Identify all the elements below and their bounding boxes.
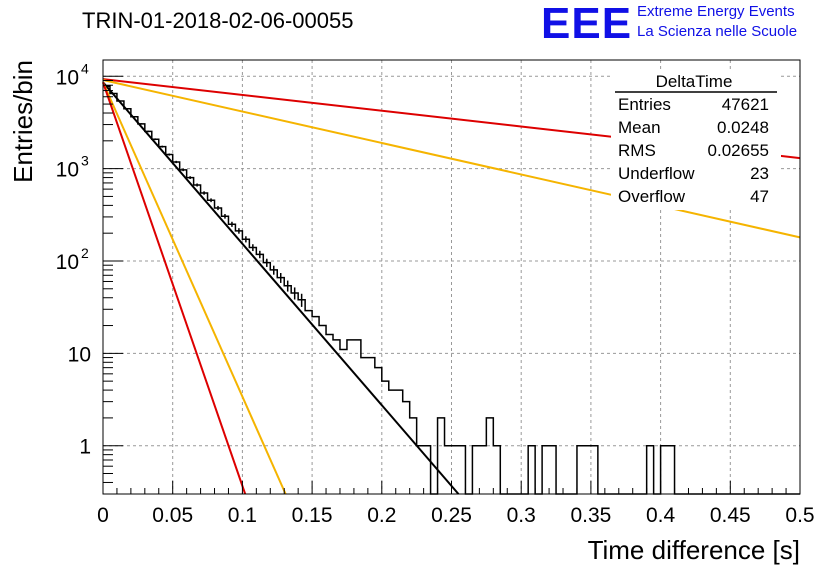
y-tick-label: 10 — [56, 66, 79, 89]
x-tick-label: 0 — [97, 504, 109, 527]
eee-logo: EEE — [541, 0, 633, 48]
y-tick-label: 10 — [56, 159, 79, 182]
stats-row-label: Mean — [618, 118, 661, 137]
x-tick-label: 0.5 — [785, 504, 814, 527]
stats-box-title: DeltaTime — [656, 72, 733, 91]
stats-row-value: 23 — [750, 164, 769, 183]
chart-title: TRIN-01-2018-02-06-00055 — [82, 8, 354, 33]
x-tick-label: 0.3 — [507, 504, 536, 527]
fit-line — [102, 81, 287, 495]
fit-line — [102, 81, 247, 495]
y-tick-label: 10 — [68, 343, 91, 366]
axis-ticks — [102, 75, 801, 495]
x-tick-label: 0.35 — [570, 504, 611, 527]
x-tick-label: 0.15 — [292, 504, 333, 527]
stats-row-value: 0.02655 — [708, 141, 769, 160]
stats-row-label: Underflow — [618, 164, 695, 183]
y-tick-label: 1 — [79, 436, 91, 459]
stats-box-background — [611, 70, 781, 210]
logo-caption-line2: La Scienza nelle Scuole — [637, 23, 798, 40]
x-tick-label: 0.45 — [710, 504, 751, 527]
y-axis-title: Entries/bin — [8, 60, 38, 183]
x-tick-label: 0.05 — [152, 504, 193, 527]
stats-row-value: 0.0248 — [717, 118, 769, 137]
x-tick-labels: 0 0.05 0.1 0.15 0.2 0.25 0.3 0.35 0.4 0.45 0.5 — [97, 504, 814, 527]
x-axis-title: Time difference [s] — [588, 535, 800, 565]
stats-row-label: RMS — [618, 141, 656, 160]
fit-line — [102, 81, 460, 495]
stats-row-label: Overflow — [618, 187, 686, 206]
y-tick-exponent: 4 — [81, 60, 89, 76]
y-tick-exponent: 2 — [81, 245, 89, 261]
x-tick-label: 0.2 — [367, 504, 396, 527]
stats-rows: Entries 47621 Mean 0.0248 RMS 0.02655 Underflo… — [618, 95, 769, 206]
y-tick-exponent: 3 — [81, 153, 89, 169]
y-tick-label: 10 — [56, 251, 79, 274]
x-tick-label: 0.1 — [228, 504, 257, 527]
stats-row-value: 47621 — [722, 95, 769, 114]
fit-line — [102, 79, 801, 239]
logo-caption-line1: Extreme Energy Events — [637, 3, 795, 20]
stats-row-label: Entries — [618, 95, 671, 114]
x-tick-label: 0.25 — [431, 504, 472, 527]
x-tick-label: 0.4 — [646, 504, 676, 527]
stats-box: DeltaTime Entries 47621 Mean 0.0248 RMS 0.026… — [611, 70, 781, 210]
stats-row-value: 47 — [750, 187, 769, 206]
